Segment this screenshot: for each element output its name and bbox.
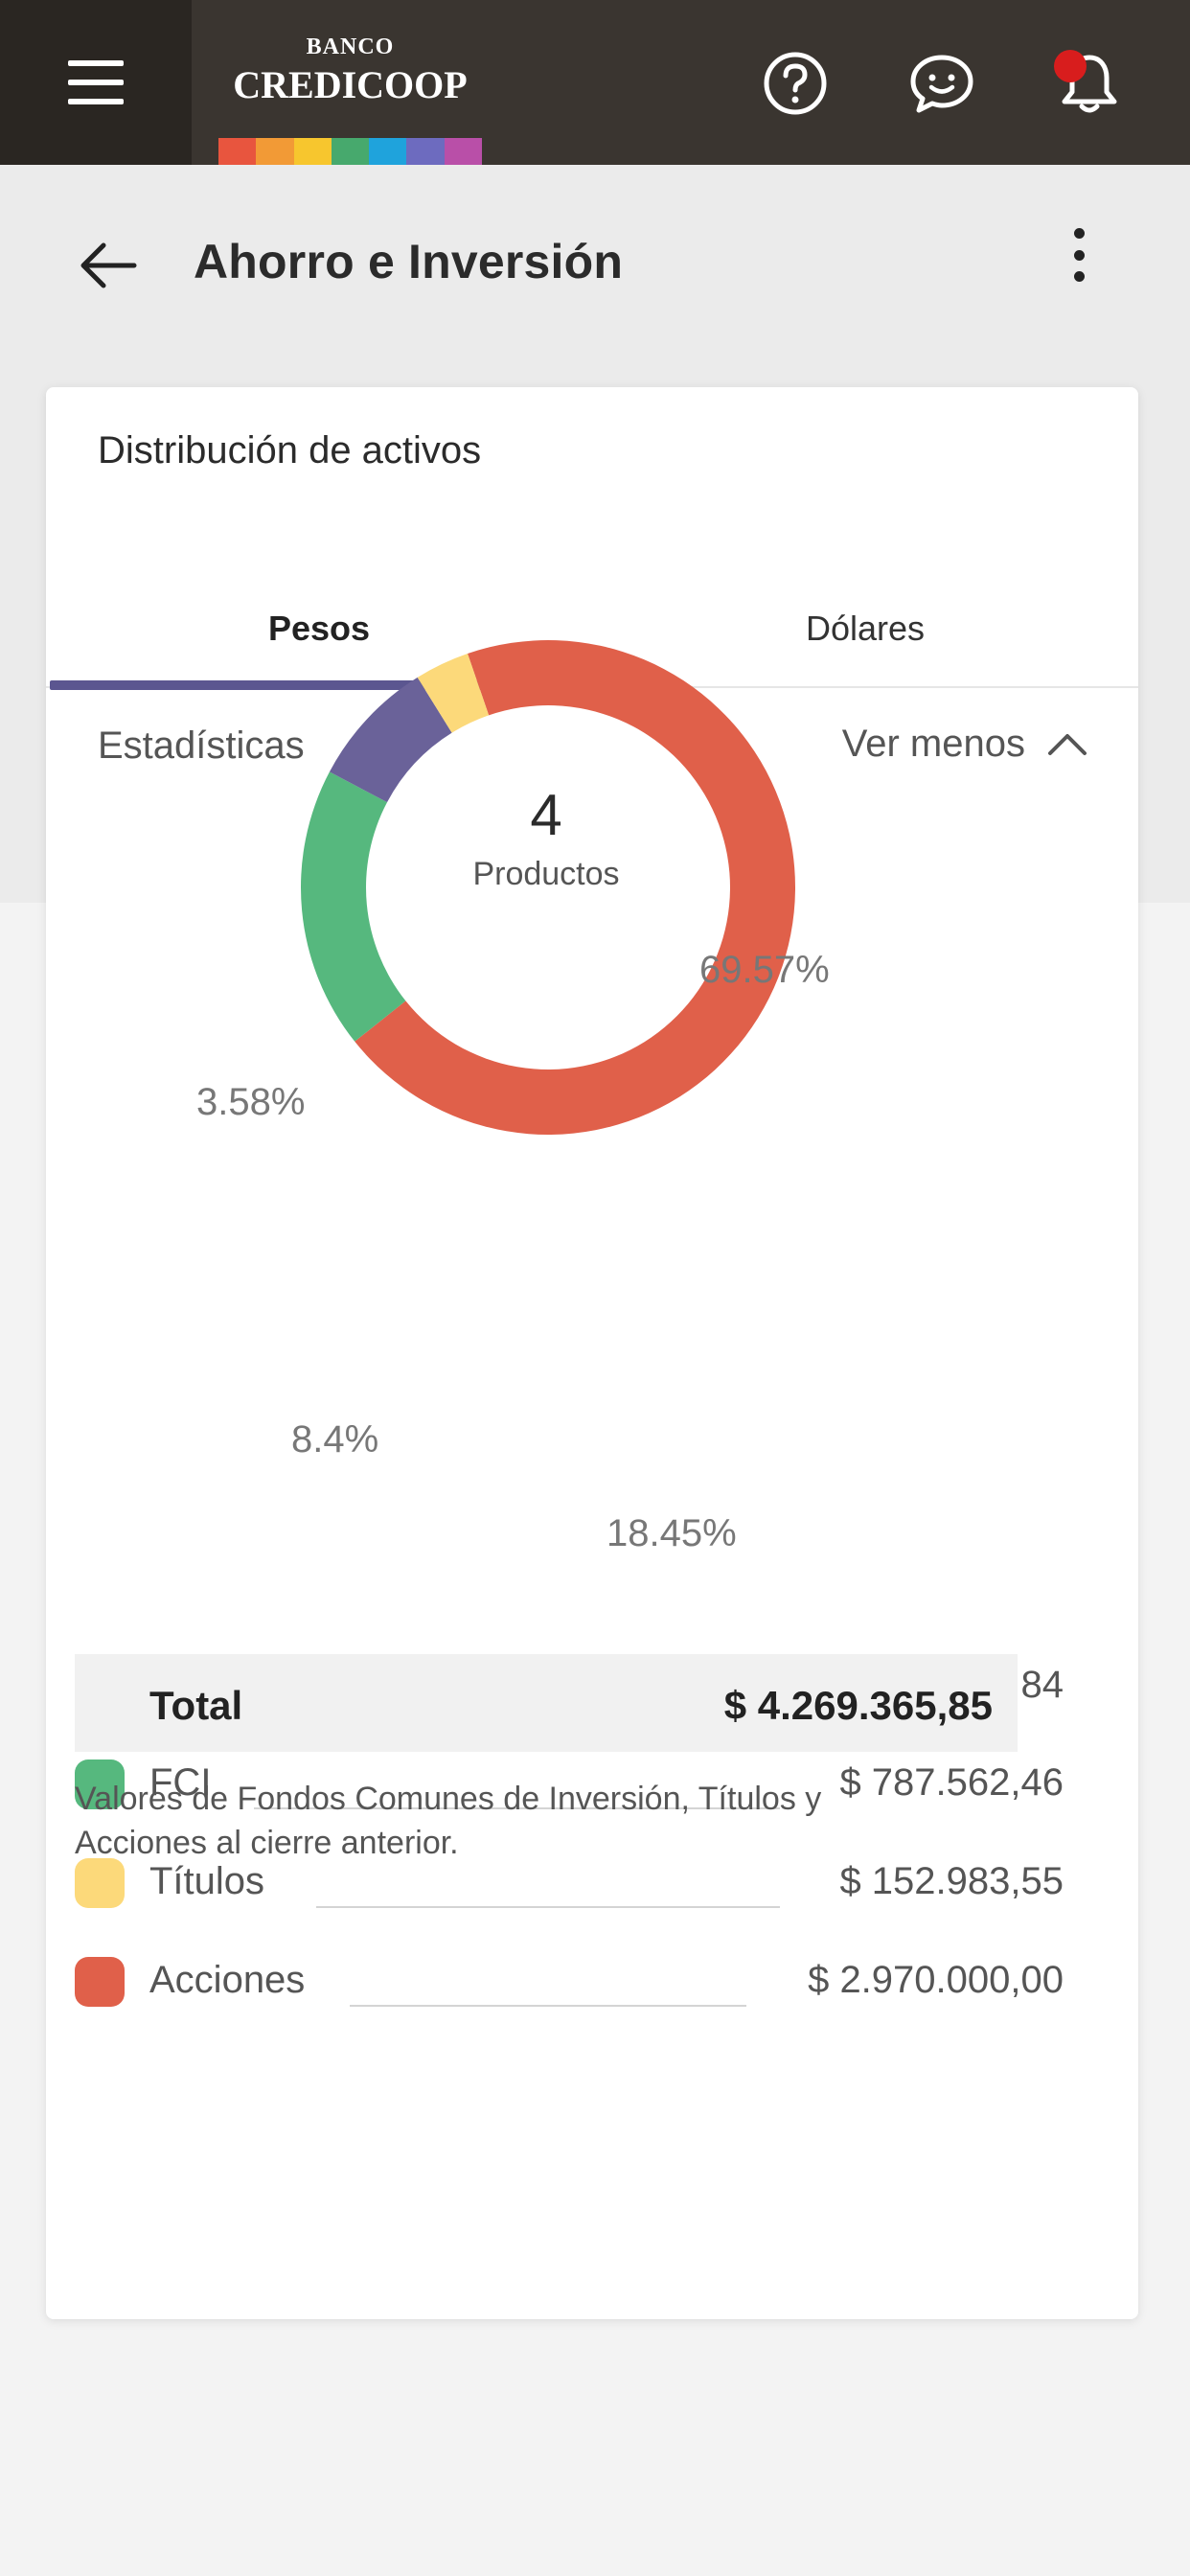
legend-leader-line (350, 2005, 746, 2007)
chevron-up-icon (1048, 734, 1087, 755)
legend-leader-line (254, 1807, 780, 1809)
arrow-left-icon (80, 242, 137, 288)
statistics-label: Estadísticas (98, 724, 305, 767)
logo-stripe (293, 138, 332, 165)
menu-button[interactable] (0, 0, 192, 165)
tab-pesos[interactable]: Pesos (46, 569, 592, 690)
logo-small-text: BANCO (306, 34, 395, 59)
slice-label-acciones: 69.57% (699, 949, 830, 991)
legend-amount: $ 787.562,46 (839, 1761, 1064, 1804)
logo-big-text: CREDICOOP (233, 63, 468, 106)
legend-amount: $ 152.983,55 (839, 1860, 1064, 1902)
chat-button[interactable] (908, 50, 975, 117)
legend-leader-line (316, 1906, 780, 1908)
legend-swatch (75, 1760, 125, 1809)
logo-stripe (331, 138, 370, 165)
logo-stripe (218, 138, 257, 165)
chat-icon (910, 55, 973, 113)
tab-dolares[interactable]: Dólares (805, 609, 926, 648)
bank-logo: BANCO CREDICOOP (218, 34, 482, 165)
see-less-toggle[interactable]: Ver menos (842, 721, 1090, 767)
card-title: Distribución de activos (98, 429, 482, 472)
slice-label-fci: 18.45% (606, 1512, 737, 1554)
app-bar: BANCO CREDICOOP (0, 0, 1190, 165)
page-title: Ahorro e Inversión (194, 235, 624, 288)
total-amount: $ 4.269.365,85 (723, 1683, 993, 1728)
notification-badge (1054, 50, 1087, 82)
donut-slice-fci (301, 771, 406, 1042)
slice-label-cuentas: 8.4% (291, 1418, 379, 1460)
legend-amount: $ 2.970.000,00 (808, 1959, 1064, 2001)
donut-slice-acciones (355, 640, 795, 1135)
donut-slice-cuentas (329, 677, 452, 803)
legend-item-titulos: Títulos $ 152.983,55 (75, 1852, 1064, 1910)
legend-label: FCI (149, 1761, 212, 1804)
see-less-label: Ver menos (841, 722, 1025, 765)
help-icon (764, 52, 827, 115)
more-options-button[interactable] (1062, 228, 1096, 282)
back-button[interactable] (75, 232, 142, 299)
legend-item-fci: FCI $ 787.562,46 (75, 1754, 1064, 1811)
legend-item-acciones: Acciones $ 2.970.000,00 (75, 1951, 1064, 2009)
menu-icon (68, 60, 124, 104)
footnote: Valores de Fondos Comunes de Inversión, … (75, 1781, 822, 1861)
logo-stripe (369, 138, 407, 165)
logo-stripe (256, 138, 294, 165)
donut-slice-titulos (417, 654, 490, 733)
logo-stripe (444, 138, 482, 165)
legend-label: Títulos (149, 1860, 265, 1902)
more-vertical-icon (1073, 228, 1085, 239)
logo-stripe (406, 138, 445, 165)
slice-label-titulos: 3.58% (196, 1081, 306, 1123)
product-count-label: Productos (472, 856, 620, 892)
legend-swatch (75, 1858, 125, 1908)
help-button[interactable] (762, 50, 829, 117)
legend-label: Acciones (149, 1959, 306, 2001)
total-row: Total $ 4.269.365,85 (75, 1654, 1018, 1752)
product-count: 4 (530, 783, 562, 847)
total-label: Total (149, 1683, 243, 1728)
logo-stripes (218, 138, 482, 165)
legend-swatch (75, 1957, 125, 2007)
distribution-donut-chart (301, 640, 795, 1135)
